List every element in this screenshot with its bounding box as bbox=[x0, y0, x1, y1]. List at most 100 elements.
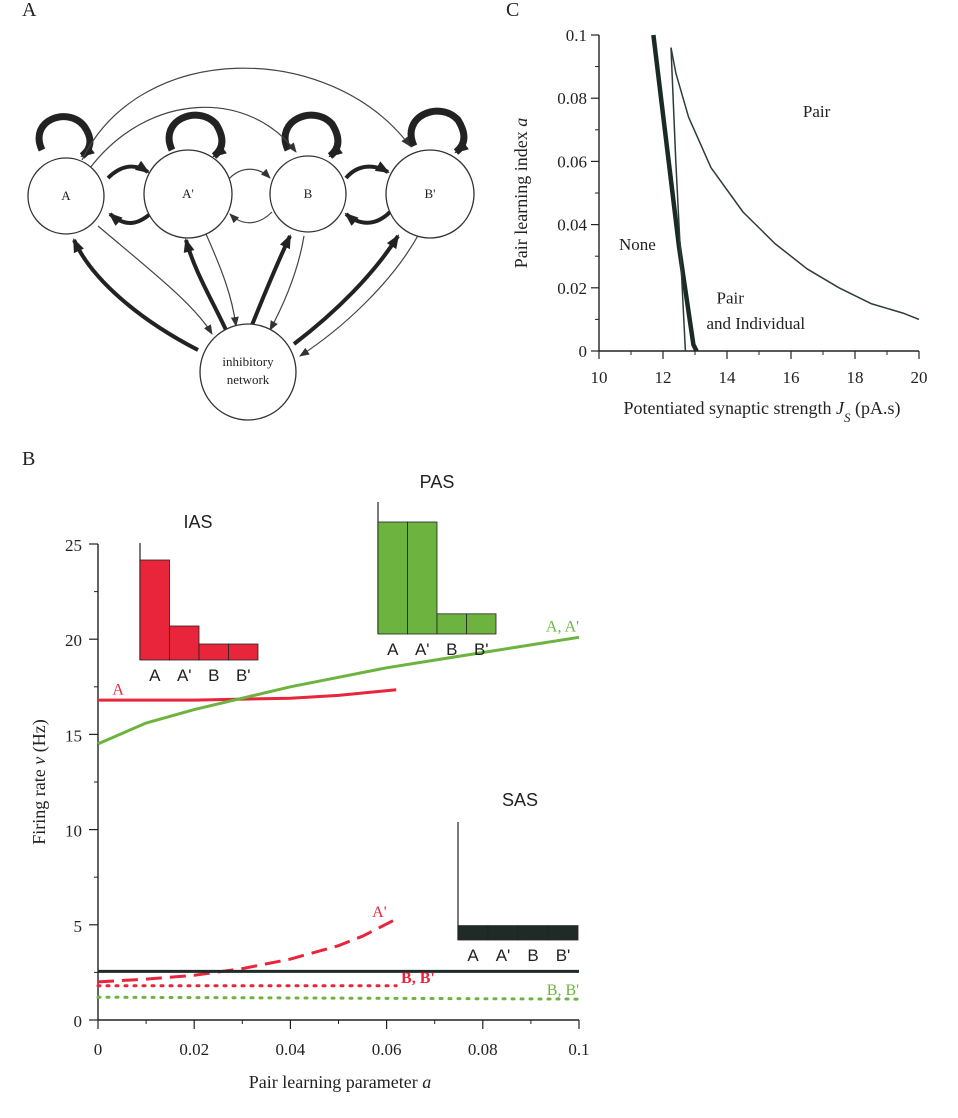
inset-bar bbox=[198, 643, 229, 661]
inset-title: PAS bbox=[420, 472, 455, 492]
node-a-prime: A' bbox=[143, 149, 233, 239]
b-x-tick-label: 0.02 bbox=[179, 1040, 209, 1059]
b-series-label-2: A' bbox=[372, 904, 387, 921]
c-y-tick-label: 0.02 bbox=[557, 279, 587, 298]
c-x-tick-label: 14 bbox=[719, 368, 737, 387]
b-x-axis-label: Pair learning parameter a bbox=[249, 1072, 431, 1092]
c-series-line-2 bbox=[670, 47, 920, 321]
b-y-tick-label: 25 bbox=[65, 536, 82, 555]
c-x-tick-label: 16 bbox=[783, 368, 800, 387]
inset-bar-label: A' bbox=[496, 946, 511, 965]
inset-bar-label: A bbox=[467, 946, 479, 965]
b-y-tick-label: 5 bbox=[74, 917, 83, 936]
edge-a-prime-to-b bbox=[227, 168, 271, 181]
b-series-label-4: B, B' bbox=[547, 982, 579, 999]
node-b-prime: B' bbox=[385, 149, 475, 239]
inset-ias: IAS A A' B B' bbox=[139, 512, 259, 685]
inset-title: SAS bbox=[502, 790, 538, 810]
svg-text:A': A' bbox=[182, 186, 194, 201]
c-x-tick-label: 20 bbox=[911, 368, 928, 387]
node-a: A bbox=[27, 157, 105, 235]
b-x-tick-label: 0 bbox=[94, 1040, 103, 1059]
arc-a-to-b-prime bbox=[81, 67, 411, 161]
svg-text:A: A bbox=[61, 188, 71, 203]
self-loop-a bbox=[35, 113, 95, 159]
edge-a-to-inh bbox=[97, 225, 213, 335]
inset-bar-label: B' bbox=[556, 946, 571, 965]
self-loop-b bbox=[281, 111, 343, 159]
inset-bar bbox=[139, 559, 170, 661]
b-series-label-0: A bbox=[112, 681, 124, 698]
edge-inh-to-a-prime bbox=[183, 238, 228, 331]
edge-b-to-a-prime bbox=[229, 211, 273, 224]
edge-inh-to-b-prime bbox=[292, 234, 400, 346]
node-b: B bbox=[269, 155, 347, 233]
c-annotation-3: and Individual bbox=[706, 314, 805, 333]
c-y-tick-label: 0.06 bbox=[557, 152, 587, 171]
inset-bar bbox=[407, 521, 438, 635]
b-series-line-2 bbox=[97, 917, 397, 984]
svg-text:inhibitory: inhibitory bbox=[222, 354, 274, 369]
b-series-line-1 bbox=[97, 635, 580, 746]
edge-a-prime-to-a bbox=[108, 212, 152, 226]
svg-text:B': B' bbox=[424, 186, 435, 201]
inset-bar bbox=[377, 521, 408, 635]
c-y-tick-label: 0.04 bbox=[557, 216, 587, 235]
edge-b-prime-to-b bbox=[344, 210, 392, 226]
edge-b-prime-to-inh bbox=[299, 231, 421, 357]
inset-bar-label: B bbox=[446, 640, 457, 659]
inset-title: IAS bbox=[183, 512, 212, 532]
c-y-axis-label: Pair learning index a bbox=[511, 118, 531, 268]
c-series-line-1 bbox=[670, 47, 687, 352]
c-annotation-0: Pair bbox=[803, 102, 831, 121]
inset-sas: SAS A A' B B' bbox=[457, 790, 579, 965]
inset-bar bbox=[228, 643, 259, 661]
inset-bar bbox=[169, 625, 200, 661]
panel-label-b: B bbox=[22, 448, 35, 470]
b-x-tick-label: 0.08 bbox=[468, 1040, 498, 1059]
edge-b-to-inh bbox=[269, 235, 305, 331]
network-diagram: A A' B B' inhibitory network bbox=[27, 67, 475, 421]
inset-bar-label: B' bbox=[236, 666, 251, 685]
c-annotation-2: Pair bbox=[717, 289, 745, 308]
arc-a-to-b bbox=[89, 106, 297, 169]
c-x-tick-label: 18 bbox=[847, 368, 864, 387]
b-y-tick-label: 20 bbox=[65, 631, 82, 650]
edge-inh-to-a bbox=[72, 238, 199, 352]
b-y-tick-label: 15 bbox=[65, 726, 82, 745]
b-series-label-3: B, B' bbox=[401, 970, 435, 987]
inset-bar-label: A bbox=[387, 640, 399, 659]
inset-bar-label: B bbox=[208, 666, 219, 685]
b-x-tick-label: 0.04 bbox=[276, 1040, 306, 1059]
inset-bar bbox=[466, 613, 497, 635]
inset-bar bbox=[547, 925, 579, 941]
inset-pas: PAS A A' B B' bbox=[377, 472, 497, 659]
inset-bar bbox=[487, 925, 519, 941]
inset-bar bbox=[517, 925, 549, 941]
inset-bar-label: A bbox=[149, 666, 161, 685]
chart-b: 0 0.02 0.04 0.06 0.08 0.1 0 5 10 15 20 25 A A, A' A' B,… bbox=[29, 472, 590, 1092]
panel-label-a: A bbox=[22, 0, 37, 21]
svg-text:B: B bbox=[304, 186, 313, 201]
edge-a-to-a-prime bbox=[106, 160, 150, 180]
chart-c: 10 12 14 16 18 20 0 0.02 0.04 0.06 0.08 0.1 Pair None… bbox=[511, 26, 928, 425]
c-x-tick-label: 10 bbox=[591, 368, 608, 387]
c-y-tick-label: 0.08 bbox=[557, 89, 587, 108]
c-annotation-1: None bbox=[619, 235, 656, 254]
edge-b-to-b-prime bbox=[344, 161, 390, 180]
inset-bar bbox=[436, 613, 467, 635]
b-series-label-1: A, A' bbox=[546, 619, 579, 636]
inset-bar-label: B bbox=[527, 946, 538, 965]
b-series-line-0 bbox=[98, 688, 397, 702]
inset-bar-label: A' bbox=[177, 666, 192, 685]
c-series-line-0 bbox=[651, 34, 699, 353]
inset-bar-label: A' bbox=[415, 640, 430, 659]
b-x-tick-label: 0.1 bbox=[568, 1040, 589, 1059]
panel-label-c: C bbox=[506, 0, 519, 21]
c-y-tick-label: 0.1 bbox=[566, 26, 587, 45]
self-loop-a-prime bbox=[165, 111, 227, 159]
b-y-axis-label: Firing rate ν (Hz) bbox=[29, 719, 50, 844]
c-x-axis-label: Potentiated synaptic strength JS (pA.s) bbox=[624, 398, 901, 425]
edge-inh-to-b bbox=[248, 234, 292, 331]
svg-text:network: network bbox=[227, 372, 270, 387]
